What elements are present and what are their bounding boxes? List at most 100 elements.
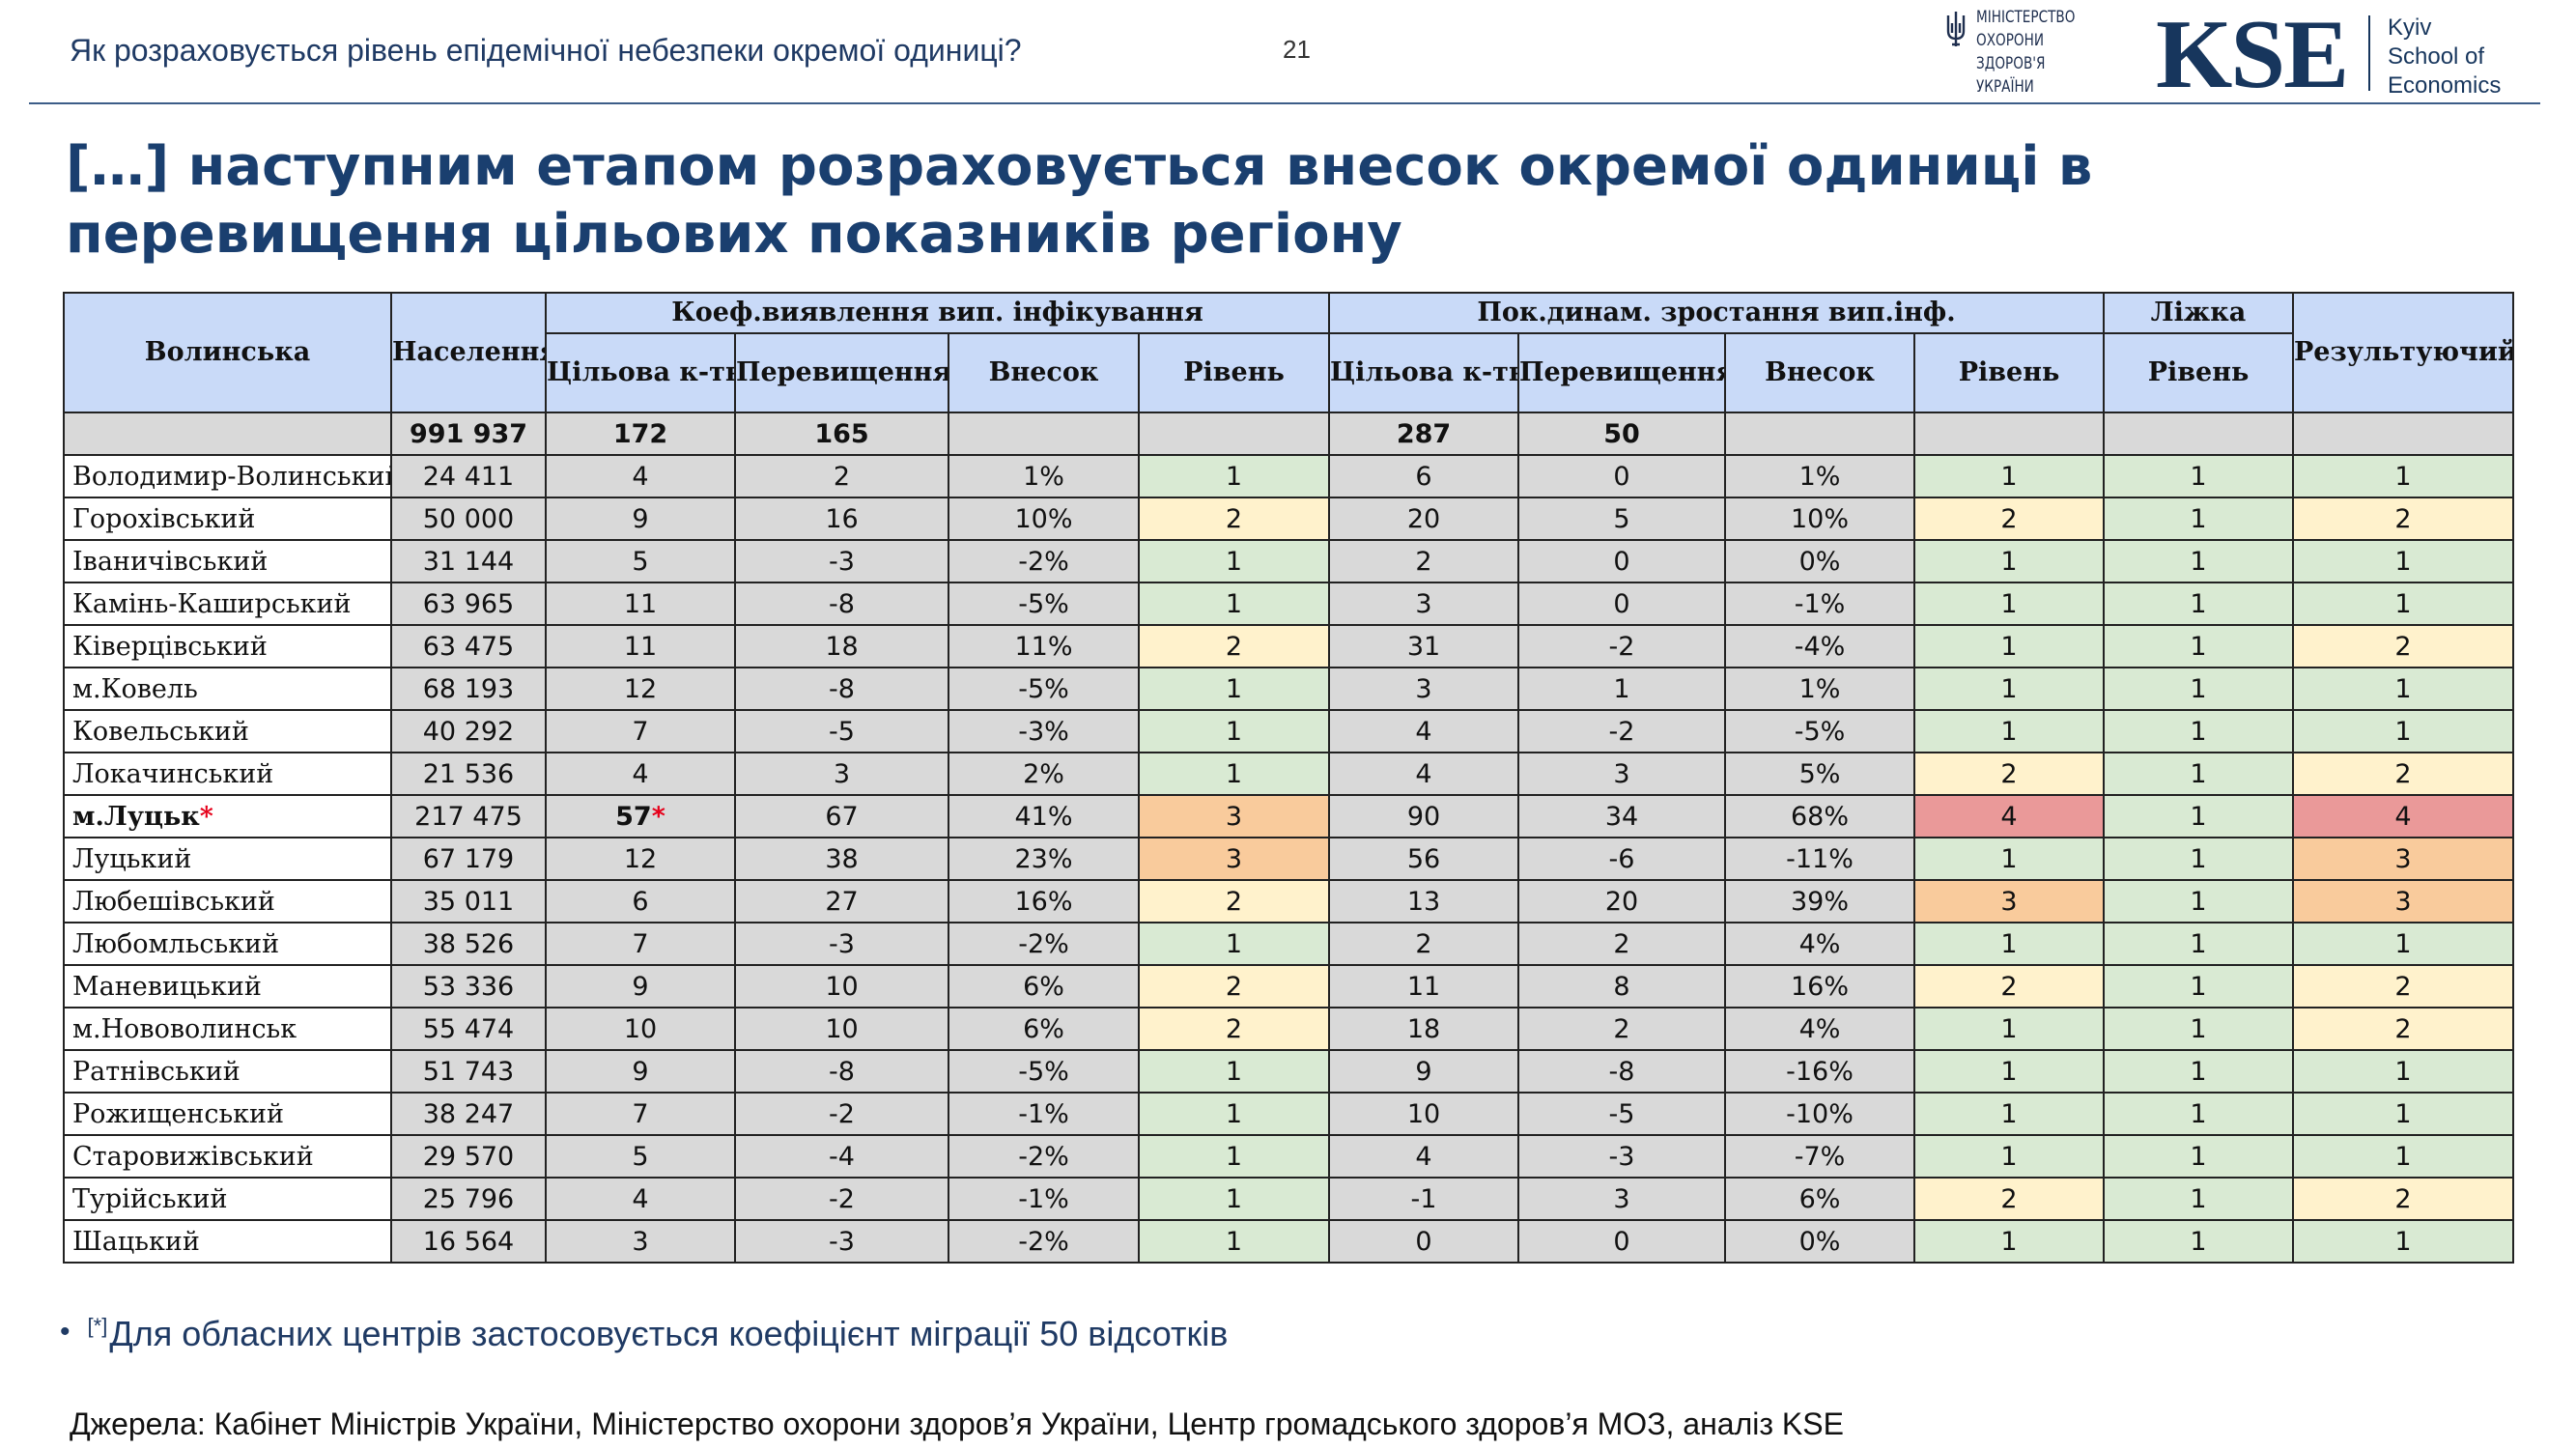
g1-share-cell-value: 1% bbox=[1023, 461, 1064, 492]
g1-share-cell: -5% bbox=[948, 667, 1140, 711]
g1-excess-cell: -3 bbox=[734, 1219, 949, 1264]
result-level-cell-value: 3 bbox=[2394, 886, 2412, 917]
population-cell-value: 50 000 bbox=[422, 503, 515, 534]
district-name: Володимир-Волинський bbox=[63, 454, 392, 498]
g2-share-cell-value: -16% bbox=[1786, 1056, 1854, 1087]
g1-level-cell-value: 1 bbox=[1225, 1056, 1243, 1087]
g2-excess-cell-value: -2 bbox=[1608, 716, 1635, 747]
g2-level-cell: 2 bbox=[1913, 1177, 2105, 1221]
kse-name: Kyiv School of Economics bbox=[2388, 14, 2501, 100]
district-name: Шацький bbox=[63, 1219, 392, 1264]
kse-name-line: Economics bbox=[2388, 72, 2502, 99]
g1-target-cell-value: 4 bbox=[632, 461, 649, 492]
g2-level-header: Рівень bbox=[1913, 332, 2105, 413]
moz-logo-line: ЗДОРОВ'Я bbox=[1976, 54, 2046, 73]
result-level-cell: 1 bbox=[2292, 582, 2514, 626]
beds-level-cell: 1 bbox=[2103, 879, 2294, 923]
population-cell: 24 411 bbox=[390, 454, 547, 498]
result-level-cell: 2 bbox=[2292, 752, 2514, 796]
slide-section-title: Як розраховується рівень епідемічної неб… bbox=[70, 33, 1022, 68]
table-row: Шацький 16 564 3 -3 -2% 1 0 0 0% 1 1 1 bbox=[63, 1219, 2514, 1264]
district-name-value: м.Ковель bbox=[72, 673, 198, 704]
table-row: Ковельський 40 292 7 -5 -3% 1 4 -2 -5% 1 1 1 bbox=[63, 709, 2514, 753]
g1-share-cell-value: 2% bbox=[1023, 758, 1064, 789]
g1-excess-cell-value: -4 bbox=[829, 1141, 855, 1172]
beds-level-cell: 1 bbox=[2103, 539, 2294, 583]
g1-target-cell-value: 7 bbox=[632, 716, 649, 747]
g1-target-cell: 7 bbox=[545, 709, 736, 753]
g2-share-cell-value: 1% bbox=[1798, 461, 1841, 492]
g2-target-header: Цільова к-ть випадків bbox=[1328, 332, 1519, 413]
district-name: Ківерцівський bbox=[63, 624, 392, 668]
result-level-cell-value: 1 bbox=[2394, 1056, 2412, 1087]
district-name: м.Нововолинськ bbox=[63, 1007, 392, 1051]
population-cell: 53 336 bbox=[390, 964, 547, 1009]
moz-logo-line: ОХОРОНИ bbox=[1976, 31, 2045, 50]
population-cell: 25 796 bbox=[390, 1177, 547, 1221]
g1-excess-cell: 27 bbox=[734, 879, 949, 923]
beds-level-cell: 1 bbox=[2103, 624, 2294, 668]
g1-target-cell: 4 bbox=[545, 1177, 736, 1221]
g1-level-cell: 3 bbox=[1138, 794, 1330, 838]
beds-level-cell: 1 bbox=[2103, 667, 2294, 711]
g2-share-cell-value: 0% bbox=[1798, 546, 1841, 577]
g1-level-cell-value: 1 bbox=[1225, 673, 1243, 704]
g2-excess-cell-value: 34 bbox=[1604, 801, 1639, 832]
g1-excess-cell: -8 bbox=[734, 667, 949, 711]
g1-excess-cell-value: -3 bbox=[829, 1226, 855, 1257]
g1-excess-cell-value: 38 bbox=[825, 843, 859, 874]
district-name-value: Любешівський bbox=[72, 886, 275, 917]
result-level-cell: 1 bbox=[2292, 709, 2514, 753]
beds-level-cell-value: 1 bbox=[2190, 546, 2207, 577]
g1-level-cell-value: 1 bbox=[1225, 1226, 1243, 1257]
g1-share-cell-value: 16% bbox=[1014, 886, 1073, 917]
g2-target-cell: 4 bbox=[1328, 752, 1519, 796]
g1-share-cell: 23% bbox=[948, 837, 1140, 881]
g1-share-cell: -5% bbox=[948, 1049, 1140, 1094]
beds-level-cell-value: 1 bbox=[2190, 461, 2207, 492]
g2-target-cell-value: 2 bbox=[1415, 928, 1432, 959]
g1-share-cell: -3% bbox=[948, 709, 1140, 753]
g2-excess-cell: -2 bbox=[1517, 709, 1726, 753]
g1-target-cell-value: 11 bbox=[623, 588, 658, 619]
g2-share-cell-value: 68% bbox=[1790, 801, 1849, 832]
result-level-cell: 1 bbox=[2292, 454, 2514, 498]
result-level-header: Результуючий рівень bbox=[2292, 292, 2514, 413]
beds-level-cell: 1 bbox=[2103, 794, 2294, 838]
footnote: • [*]Для обласних центрів застосовується… bbox=[60, 1314, 1228, 1354]
district-name: Маневицький bbox=[63, 964, 392, 1009]
table-row: Горохівський 50 000 9 16 10% 2 20 5 10% 2 1 2 bbox=[63, 497, 2514, 541]
table-row: Маневицький 53 336 9 10 6% 2 11 8 16% 2 1 2 bbox=[63, 964, 2514, 1009]
g2-share-cell-value: -1% bbox=[1794, 588, 1846, 619]
district-name: Горохівський bbox=[63, 497, 392, 541]
totals-empty-cell bbox=[2292, 412, 2514, 456]
g1-excess-cell-value: 2 bbox=[833, 461, 851, 492]
g2-target-cell: 4 bbox=[1328, 1134, 1519, 1179]
g1-share-cell-value: 10% bbox=[1014, 503, 1073, 534]
g2-share-cell: 1% bbox=[1724, 667, 1915, 711]
g1-share-cell: 1% bbox=[948, 454, 1140, 498]
g2-level-cell-value: 1 bbox=[2000, 673, 2018, 704]
g2-share-cell-value: -4% bbox=[1794, 631, 1846, 662]
g2-excess-cell-value: 0 bbox=[1613, 588, 1630, 619]
totals-g2-target: 287 bbox=[1328, 412, 1519, 456]
g1-level-cell: 1 bbox=[1138, 922, 1330, 966]
moz-logo-line: УКРАЇНИ bbox=[1976, 77, 2034, 97]
g2-level-cell-value: 1 bbox=[2000, 1098, 2018, 1129]
g2-target-cell: 0 bbox=[1328, 1219, 1519, 1264]
table-row: Любомльський 38 526 7 -3 -2% 1 2 2 4% 1 1 1 bbox=[63, 922, 2514, 966]
g2-level-cell-value: 1 bbox=[2000, 1141, 2018, 1172]
g2-level-cell: 1 bbox=[1913, 454, 2105, 498]
population-cell: 31 144 bbox=[390, 539, 547, 583]
g1-level-cell-value: 3 bbox=[1225, 801, 1243, 832]
result-level-cell-value: 2 bbox=[2394, 503, 2412, 534]
population-cell-value: 38 247 bbox=[422, 1098, 515, 1129]
g2-share-cell: 0% bbox=[1724, 539, 1915, 583]
g1-level-cell-value: 1 bbox=[1225, 716, 1243, 747]
g1-excess-cell-value: 16 bbox=[825, 503, 859, 534]
g2-level-cell-value: 1 bbox=[2000, 928, 2018, 959]
g1-level-cell: 3 bbox=[1138, 837, 1330, 881]
g1-target-cell-value: 6 bbox=[632, 886, 649, 917]
g1-share-cell-value: -2% bbox=[1018, 1141, 1069, 1172]
g2-excess-header: Перевищення bbox=[1517, 332, 1726, 413]
